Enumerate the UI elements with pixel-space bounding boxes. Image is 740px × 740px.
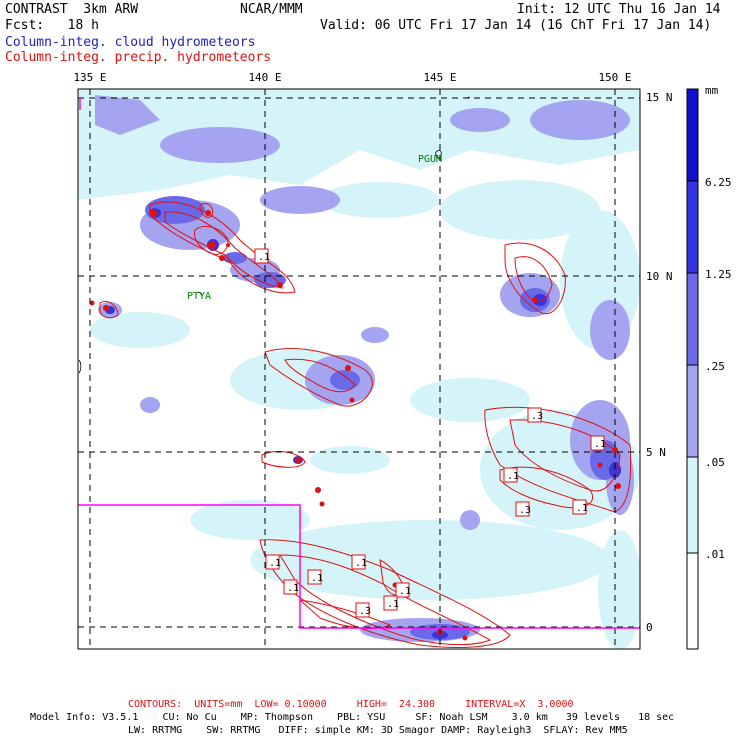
svg-text:.1: .1 (311, 573, 323, 584)
lat-label: 10 N (646, 270, 673, 283)
map-frame (77, 88, 641, 650)
contour-label: .1 (254, 248, 270, 264)
color-legend (686, 88, 699, 650)
lat-label: 0 (646, 621, 653, 634)
contour-label: .1 (383, 595, 399, 611)
forecast-hour: Fcst: 18 h (5, 18, 99, 33)
legend-swatch (686, 456, 699, 554)
cloud-hydrometeor-field (78, 89, 640, 649)
precip-contours (99, 201, 632, 649)
place-label-pgum: PGUM (418, 154, 442, 165)
legend-label: 6.25 (705, 176, 732, 189)
svg-text:.1: .1 (387, 599, 399, 610)
svg-text:.1: .1 (269, 558, 281, 569)
svg-text:.1: .1 (576, 503, 588, 514)
contour-info: CONTOURS: UNITS=mm LOW= 0.10000 HIGH= 24… (128, 699, 574, 710)
model-info-line2: LW: RRTMG SW: RRTMG DIFF: simple KM: 3D … (128, 725, 628, 736)
lon-label: 140 E (248, 71, 281, 84)
legend-label: .01 (705, 548, 725, 561)
svg-text:.1: .1 (287, 583, 299, 594)
legend-swatch (686, 364, 699, 458)
lon-label: 135 E (73, 71, 106, 84)
legend-swatch (686, 180, 699, 274)
legend-label: 1.25 (705, 268, 732, 281)
model-title: CONTRAST 3km ARW (5, 2, 139, 17)
legend-label: .25 (705, 360, 725, 373)
valid-time: Valid: 06 UTC Fri 17 Jan 14 (16 ChT Fri … (320, 18, 712, 33)
svg-text:.1: .1 (258, 252, 270, 263)
legend-swatch (686, 272, 699, 366)
init-time: Init: 12 UTC Thu 16 Jan 14 (517, 2, 721, 17)
field-title-cloud: Column-integ. cloud hydrometeors (5, 35, 256, 50)
domain-boundary (78, 98, 640, 629)
contour-label: .3 (527, 407, 543, 423)
graticule (78, 89, 640, 649)
model-info-line1: Model Info: V3.5.1 CU: No Cu MP: Thompso… (30, 712, 675, 723)
svg-text:.1: .1 (355, 558, 367, 569)
contour-label: .3 (515, 501, 531, 517)
contour-label: .1 (351, 554, 367, 570)
lon-label: 150 E (598, 71, 631, 84)
contour-label: .1 (503, 467, 519, 483)
field-title-precip: Column-integ. precip. hydrometeors (5, 50, 272, 65)
legend-units: mm (705, 84, 719, 97)
contour-label: .1 (395, 582, 411, 598)
svg-text:.1: .1 (399, 586, 411, 597)
contour-label: .1 (572, 499, 588, 515)
legend-swatch (686, 88, 699, 182)
contour-label: .1 (283, 579, 299, 595)
contour-label: .1 (265, 554, 281, 570)
legend-swatch (686, 552, 699, 650)
lat-label: 5 N (646, 446, 666, 459)
contour-label: .3 (355, 602, 371, 618)
place-label-ptya: PTYA (187, 291, 211, 302)
svg-text:.1: .1 (507, 471, 519, 482)
contour-label: .1 (590, 435, 606, 451)
contour-label: .1 (307, 569, 323, 585)
svg-text:.3: .3 (519, 505, 531, 516)
precip-cores (89, 209, 621, 641)
svg-text:.3: .3 (531, 411, 543, 422)
legend-label: .05 (705, 456, 725, 469)
lon-label: 145 E (423, 71, 456, 84)
organization-label: NCAR/MMM (240, 2, 303, 17)
svg-text:.1: .1 (594, 439, 606, 450)
svg-text:.3: .3 (359, 606, 371, 617)
lat-label: 15 N (646, 91, 673, 104)
